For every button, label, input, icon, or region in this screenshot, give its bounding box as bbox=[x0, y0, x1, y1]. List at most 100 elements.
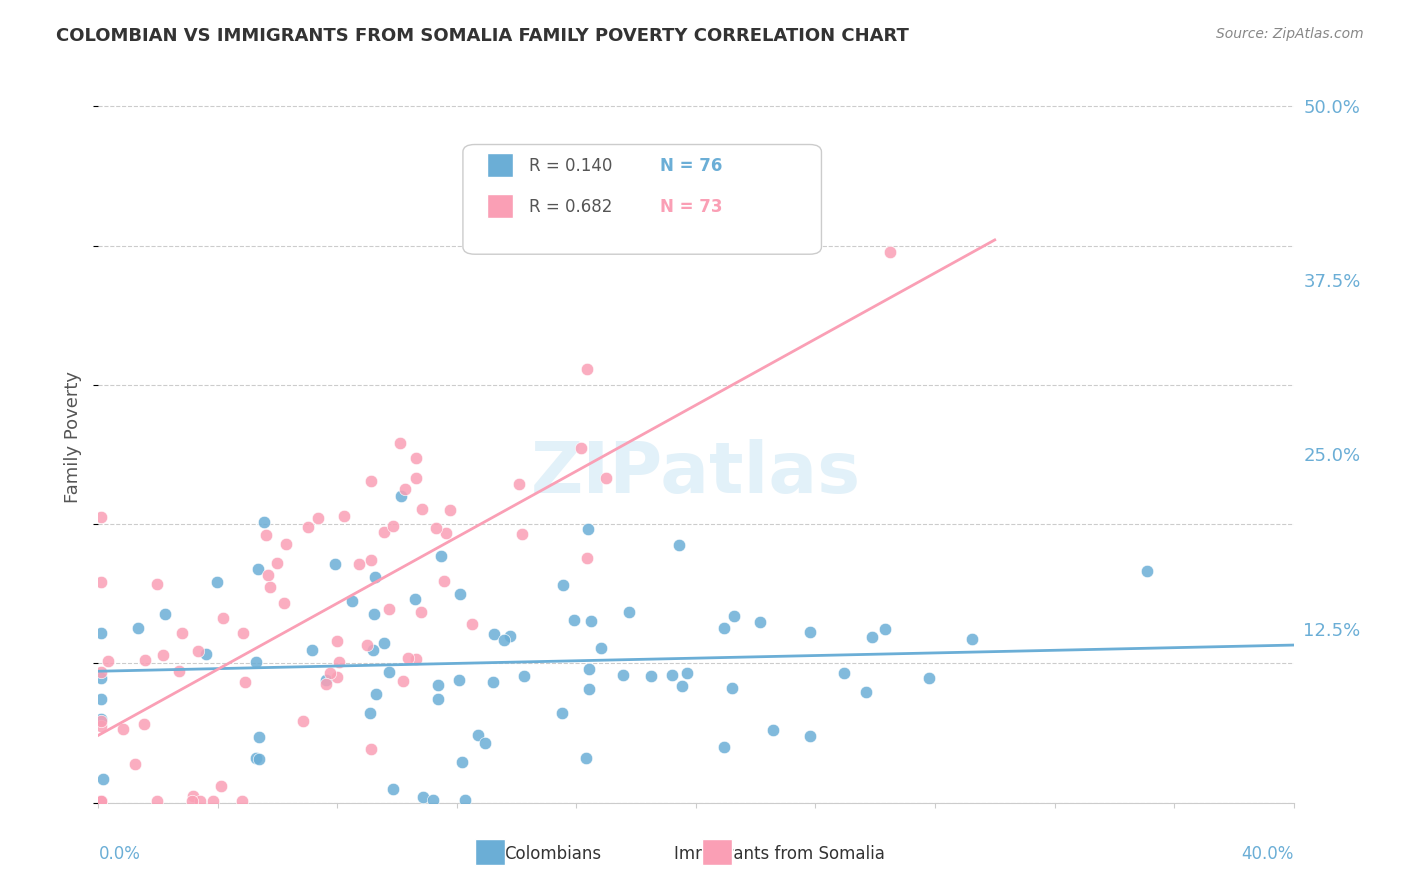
Point bbox=[361, 642, 384, 657]
Point bbox=[212, 611, 235, 625]
Point bbox=[575, 361, 598, 376]
Point bbox=[427, 692, 450, 706]
Point bbox=[360, 475, 382, 489]
Point bbox=[377, 602, 399, 616]
Point bbox=[422, 793, 444, 807]
Point bbox=[723, 609, 745, 624]
Point bbox=[124, 756, 146, 771]
Point bbox=[875, 622, 897, 636]
Point bbox=[254, 528, 277, 542]
Point bbox=[492, 633, 515, 648]
Point bbox=[508, 476, 530, 491]
Point bbox=[132, 716, 155, 731]
Point bbox=[188, 794, 211, 808]
FancyBboxPatch shape bbox=[463, 145, 821, 254]
Point bbox=[127, 621, 149, 635]
Point bbox=[297, 520, 319, 534]
Point bbox=[247, 752, 270, 766]
Point bbox=[412, 790, 434, 805]
Point bbox=[373, 636, 395, 650]
Point bbox=[425, 521, 447, 535]
Point bbox=[146, 577, 169, 591]
Point bbox=[112, 722, 135, 736]
Point bbox=[451, 755, 474, 769]
Point bbox=[439, 502, 461, 516]
Point bbox=[409, 605, 432, 619]
Point bbox=[194, 647, 217, 661]
Text: N = 76: N = 76 bbox=[661, 158, 723, 176]
Text: R = 0.140: R = 0.140 bbox=[529, 158, 612, 176]
Point bbox=[396, 651, 419, 665]
Point bbox=[360, 553, 382, 567]
Point bbox=[721, 681, 744, 696]
Point bbox=[510, 527, 533, 541]
Point bbox=[579, 614, 602, 628]
Point bbox=[467, 729, 489, 743]
Point bbox=[90, 719, 112, 733]
Point bbox=[187, 643, 209, 657]
Point bbox=[366, 687, 388, 701]
Point bbox=[181, 789, 204, 803]
Point bbox=[378, 665, 401, 680]
Point bbox=[918, 671, 941, 685]
Point bbox=[799, 730, 821, 744]
Point bbox=[232, 625, 254, 640]
Text: 40.0%: 40.0% bbox=[1241, 845, 1294, 863]
Point bbox=[748, 615, 770, 629]
Point bbox=[474, 736, 496, 750]
Point bbox=[323, 557, 346, 571]
Point bbox=[553, 578, 575, 592]
Point bbox=[326, 670, 349, 684]
Point bbox=[245, 655, 267, 669]
Point bbox=[332, 508, 354, 523]
FancyBboxPatch shape bbox=[486, 153, 513, 178]
Point bbox=[253, 515, 276, 529]
Text: N = 73: N = 73 bbox=[661, 198, 723, 216]
Point bbox=[676, 665, 699, 680]
Point bbox=[152, 648, 174, 663]
Text: Immigrants from Somalia: Immigrants from Somalia bbox=[675, 845, 884, 863]
Point bbox=[90, 794, 112, 808]
Point bbox=[172, 626, 194, 640]
Point bbox=[855, 685, 877, 699]
Point bbox=[382, 519, 405, 533]
Point bbox=[134, 653, 156, 667]
Point bbox=[90, 714, 112, 728]
Point bbox=[245, 751, 267, 765]
Point bbox=[405, 451, 427, 466]
Point bbox=[499, 629, 522, 643]
Point bbox=[356, 638, 378, 652]
Point bbox=[482, 626, 505, 640]
Point bbox=[482, 675, 505, 690]
Point bbox=[879, 244, 901, 259]
Point bbox=[209, 779, 232, 793]
Point bbox=[389, 489, 412, 503]
Point bbox=[661, 667, 683, 681]
Text: ZIPatlas: ZIPatlas bbox=[531, 439, 860, 508]
Point bbox=[640, 669, 662, 683]
Point bbox=[434, 526, 457, 541]
Point bbox=[153, 607, 176, 622]
Point bbox=[394, 482, 416, 496]
Point bbox=[578, 663, 600, 677]
Point bbox=[96, 654, 118, 668]
Point bbox=[449, 673, 471, 687]
Point bbox=[595, 471, 617, 485]
Point bbox=[671, 680, 693, 694]
Point bbox=[575, 551, 598, 566]
Point bbox=[411, 502, 433, 516]
Point bbox=[404, 591, 426, 606]
Point bbox=[433, 574, 456, 588]
Point bbox=[347, 558, 370, 572]
Point bbox=[713, 740, 735, 755]
Point bbox=[233, 674, 256, 689]
Point bbox=[363, 607, 385, 621]
Point bbox=[328, 655, 350, 669]
Point bbox=[382, 781, 405, 796]
Point bbox=[256, 568, 278, 582]
Point bbox=[388, 435, 411, 450]
Point bbox=[430, 549, 453, 564]
Point bbox=[405, 470, 427, 484]
Text: Colombians: Colombians bbox=[503, 845, 602, 863]
Point bbox=[512, 669, 534, 683]
